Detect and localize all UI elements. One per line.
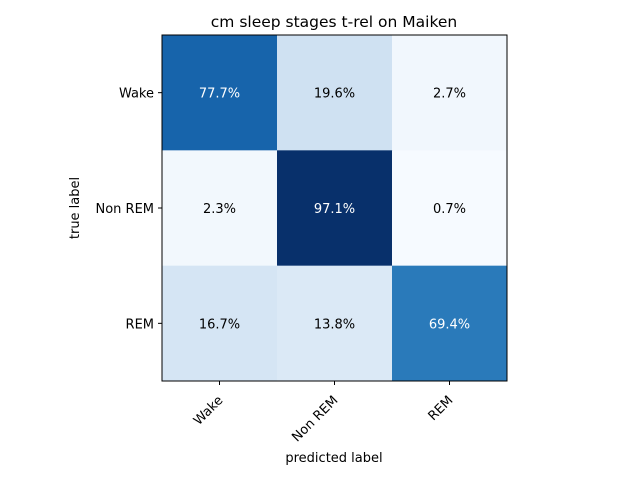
y-axis-ticks: Wake Non REM REM: [95, 87, 162, 332]
y-tick-label-2: REM: [126, 317, 154, 332]
cell-value-label-2-1: 13.8%: [314, 317, 355, 332]
heatmap-cell-1-1: [277, 150, 393, 267]
cell-value-label-2-2: 69.4%: [429, 317, 470, 332]
heatmap-cells: 77.7% 19.6% 2.7% 2.3% 97.1% 0.7% 16.7% 13.8% 69.…: [162, 35, 508, 382]
cell-value-label-1-2: 0.7%: [433, 202, 466, 217]
heatmap-cell-2-0: [162, 265, 278, 382]
heatmap-cell-2-2: [392, 265, 508, 382]
cell-value-label-1-1: 97.1%: [314, 202, 355, 217]
cell-value-label-0-2: 2.7%: [433, 87, 466, 102]
heatmap-cell-1-0: [162, 150, 278, 267]
cell-value-label-0-0: 77.7%: [199, 87, 240, 102]
x-axis-ticks: Wake Non REM REM: [191, 381, 456, 445]
y-axis-label: true label: [68, 177, 83, 239]
x-tick-label-2: REM: [426, 393, 457, 424]
y-tick-label-1: Non REM: [95, 202, 154, 217]
heatmap-cell-0-1: [277, 35, 393, 151]
cell-value-label-1-0: 2.3%: [203, 202, 236, 217]
heatmap-cell-2-1: [277, 265, 393, 382]
heatmap-cell-1-2: [392, 150, 508, 267]
x-axis-label: predicted label: [285, 451, 382, 466]
chart-title: cm sleep stages t-rel on Maiken: [211, 13, 457, 31]
x-tick-label-0: Wake: [191, 393, 226, 428]
heatmap-cell-0-2: [392, 35, 508, 151]
heatmap-cell-0-0: [162, 35, 278, 151]
cell-value-label-0-1: 19.6%: [314, 87, 355, 102]
y-tick-label-0: Wake: [119, 87, 154, 102]
x-tick-label-1: Non REM: [289, 393, 341, 445]
cell-value-label-2-0: 16.7%: [199, 317, 240, 332]
